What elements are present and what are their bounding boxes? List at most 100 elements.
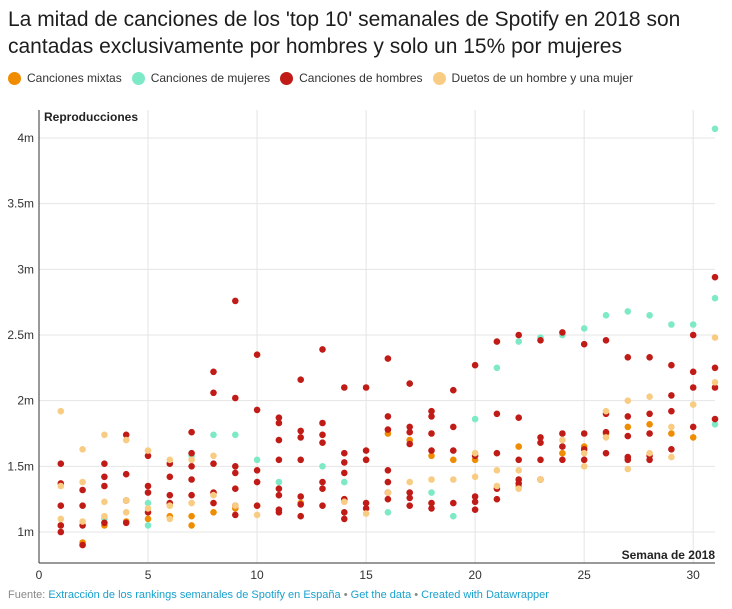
point-hombres[interactable] <box>188 428 195 436</box>
footer-get-data-link[interactable]: Get the data <box>350 589 412 601</box>
point-hombres[interactable] <box>711 384 719 391</box>
point-hombres[interactable] <box>668 446 675 453</box>
point-hombres[interactable] <box>580 340 588 348</box>
point-hombres[interactable] <box>384 478 392 486</box>
footer-source-link[interactable]: Extracción de los rankings semanales de … <box>48 589 341 601</box>
point-hombres[interactable] <box>297 456 305 464</box>
point-duetos[interactable] <box>537 476 544 483</box>
point-hombres[interactable] <box>689 384 697 391</box>
point-duetos[interactable] <box>580 449 588 457</box>
point-duetos[interactable] <box>122 497 130 504</box>
point-duetos[interactable] <box>79 478 86 486</box>
point-mujeres[interactable] <box>471 415 479 423</box>
point-hombres[interactable] <box>210 499 217 507</box>
point-mujeres[interactable] <box>144 499 152 507</box>
point-hombres[interactable] <box>450 386 457 394</box>
point-hombres[interactable] <box>144 482 152 490</box>
point-mujeres[interactable] <box>711 294 719 302</box>
point-hombres[interactable] <box>319 439 326 447</box>
point-hombres[interactable] <box>166 491 174 499</box>
point-hombres[interactable] <box>689 331 697 339</box>
point-hombres[interactable] <box>559 430 566 437</box>
point-hombres[interactable] <box>57 460 65 468</box>
point-hombres[interactable] <box>57 502 65 510</box>
point-hombres[interactable] <box>57 522 65 529</box>
point-hombres[interactable] <box>362 384 370 391</box>
point-hombres[interactable] <box>253 467 261 474</box>
point-hombres[interactable] <box>297 427 305 435</box>
point-mujeres[interactable] <box>602 312 610 319</box>
point-hombres[interactable] <box>341 384 348 391</box>
point-mujeres[interactable] <box>341 478 348 486</box>
point-mujeres[interactable] <box>384 509 392 516</box>
point-hombres[interactable] <box>384 467 392 474</box>
point-hombres[interactable] <box>341 449 348 457</box>
point-mujeres[interactable] <box>689 321 697 328</box>
point-hombres[interactable] <box>428 447 435 454</box>
point-hombres[interactable] <box>602 337 610 344</box>
point-hombres[interactable] <box>711 364 719 372</box>
point-hombres[interactable] <box>406 380 414 387</box>
point-hombres[interactable] <box>232 511 239 519</box>
point-mujeres[interactable] <box>428 489 435 496</box>
point-hombres[interactable] <box>362 505 370 512</box>
point-hombres[interactable] <box>624 413 632 420</box>
point-hombres[interactable] <box>384 413 392 420</box>
point-hombres[interactable] <box>384 355 392 362</box>
point-hombres[interactable] <box>275 509 283 516</box>
point-duetos[interactable] <box>646 449 653 457</box>
point-hombres[interactable] <box>711 415 719 423</box>
point-hombres[interactable] <box>428 430 435 437</box>
point-hombres[interactable] <box>319 478 326 486</box>
point-duetos[interactable] <box>668 453 675 461</box>
point-duetos[interactable] <box>232 502 239 510</box>
point-hombres[interactable] <box>406 428 414 436</box>
point-mixtas[interactable] <box>188 512 195 520</box>
point-hombres[interactable] <box>275 414 283 422</box>
point-hombres[interactable] <box>362 499 370 507</box>
point-duetos[interactable] <box>210 491 217 499</box>
point-hombres[interactable] <box>559 443 566 450</box>
point-mujeres[interactable] <box>668 321 675 328</box>
point-hombres[interactable] <box>471 498 479 506</box>
point-hombres[interactable] <box>341 469 348 477</box>
point-mujeres[interactable] <box>210 431 217 439</box>
point-hombres[interactable] <box>275 436 283 444</box>
point-hombres[interactable] <box>384 426 392 433</box>
point-hombres[interactable] <box>362 447 370 454</box>
point-mixtas[interactable] <box>624 423 632 431</box>
point-duetos[interactable] <box>515 485 522 493</box>
point-hombres[interactable] <box>79 502 86 510</box>
point-mixtas[interactable] <box>689 434 697 441</box>
point-hombres[interactable] <box>275 491 283 499</box>
point-hombres[interactable] <box>319 346 326 353</box>
point-hombres[interactable] <box>428 499 435 507</box>
point-hombres[interactable] <box>493 449 501 457</box>
point-hombres[interactable] <box>210 460 217 468</box>
point-duetos[interactable] <box>188 499 195 507</box>
point-mujeres[interactable] <box>624 308 632 315</box>
point-mujeres[interactable] <box>711 125 719 133</box>
point-duetos[interactable] <box>57 482 65 490</box>
point-duetos[interactable] <box>580 463 588 470</box>
point-duetos[interactable] <box>79 518 86 525</box>
point-hombres[interactable] <box>493 338 501 345</box>
point-duetos[interactable] <box>602 407 610 415</box>
point-mujeres[interactable] <box>711 421 719 428</box>
point-hombres[interactable] <box>275 419 283 427</box>
point-hombres[interactable] <box>559 456 566 464</box>
point-hombres[interactable] <box>101 519 108 527</box>
point-hombres[interactable] <box>341 509 348 516</box>
point-hombres[interactable] <box>319 431 326 439</box>
point-hombres[interactable] <box>406 440 414 448</box>
point-hombres[interactable] <box>450 447 457 454</box>
point-hombres[interactable] <box>384 495 392 503</box>
point-hombres[interactable] <box>79 541 86 549</box>
point-hombres[interactable] <box>537 439 544 447</box>
point-duetos[interactable] <box>122 509 130 516</box>
point-hombres[interactable] <box>275 485 283 493</box>
point-duetos[interactable] <box>471 473 479 481</box>
point-hombres[interactable] <box>428 413 435 420</box>
point-duetos[interactable] <box>711 334 719 341</box>
point-duetos[interactable] <box>166 502 174 510</box>
